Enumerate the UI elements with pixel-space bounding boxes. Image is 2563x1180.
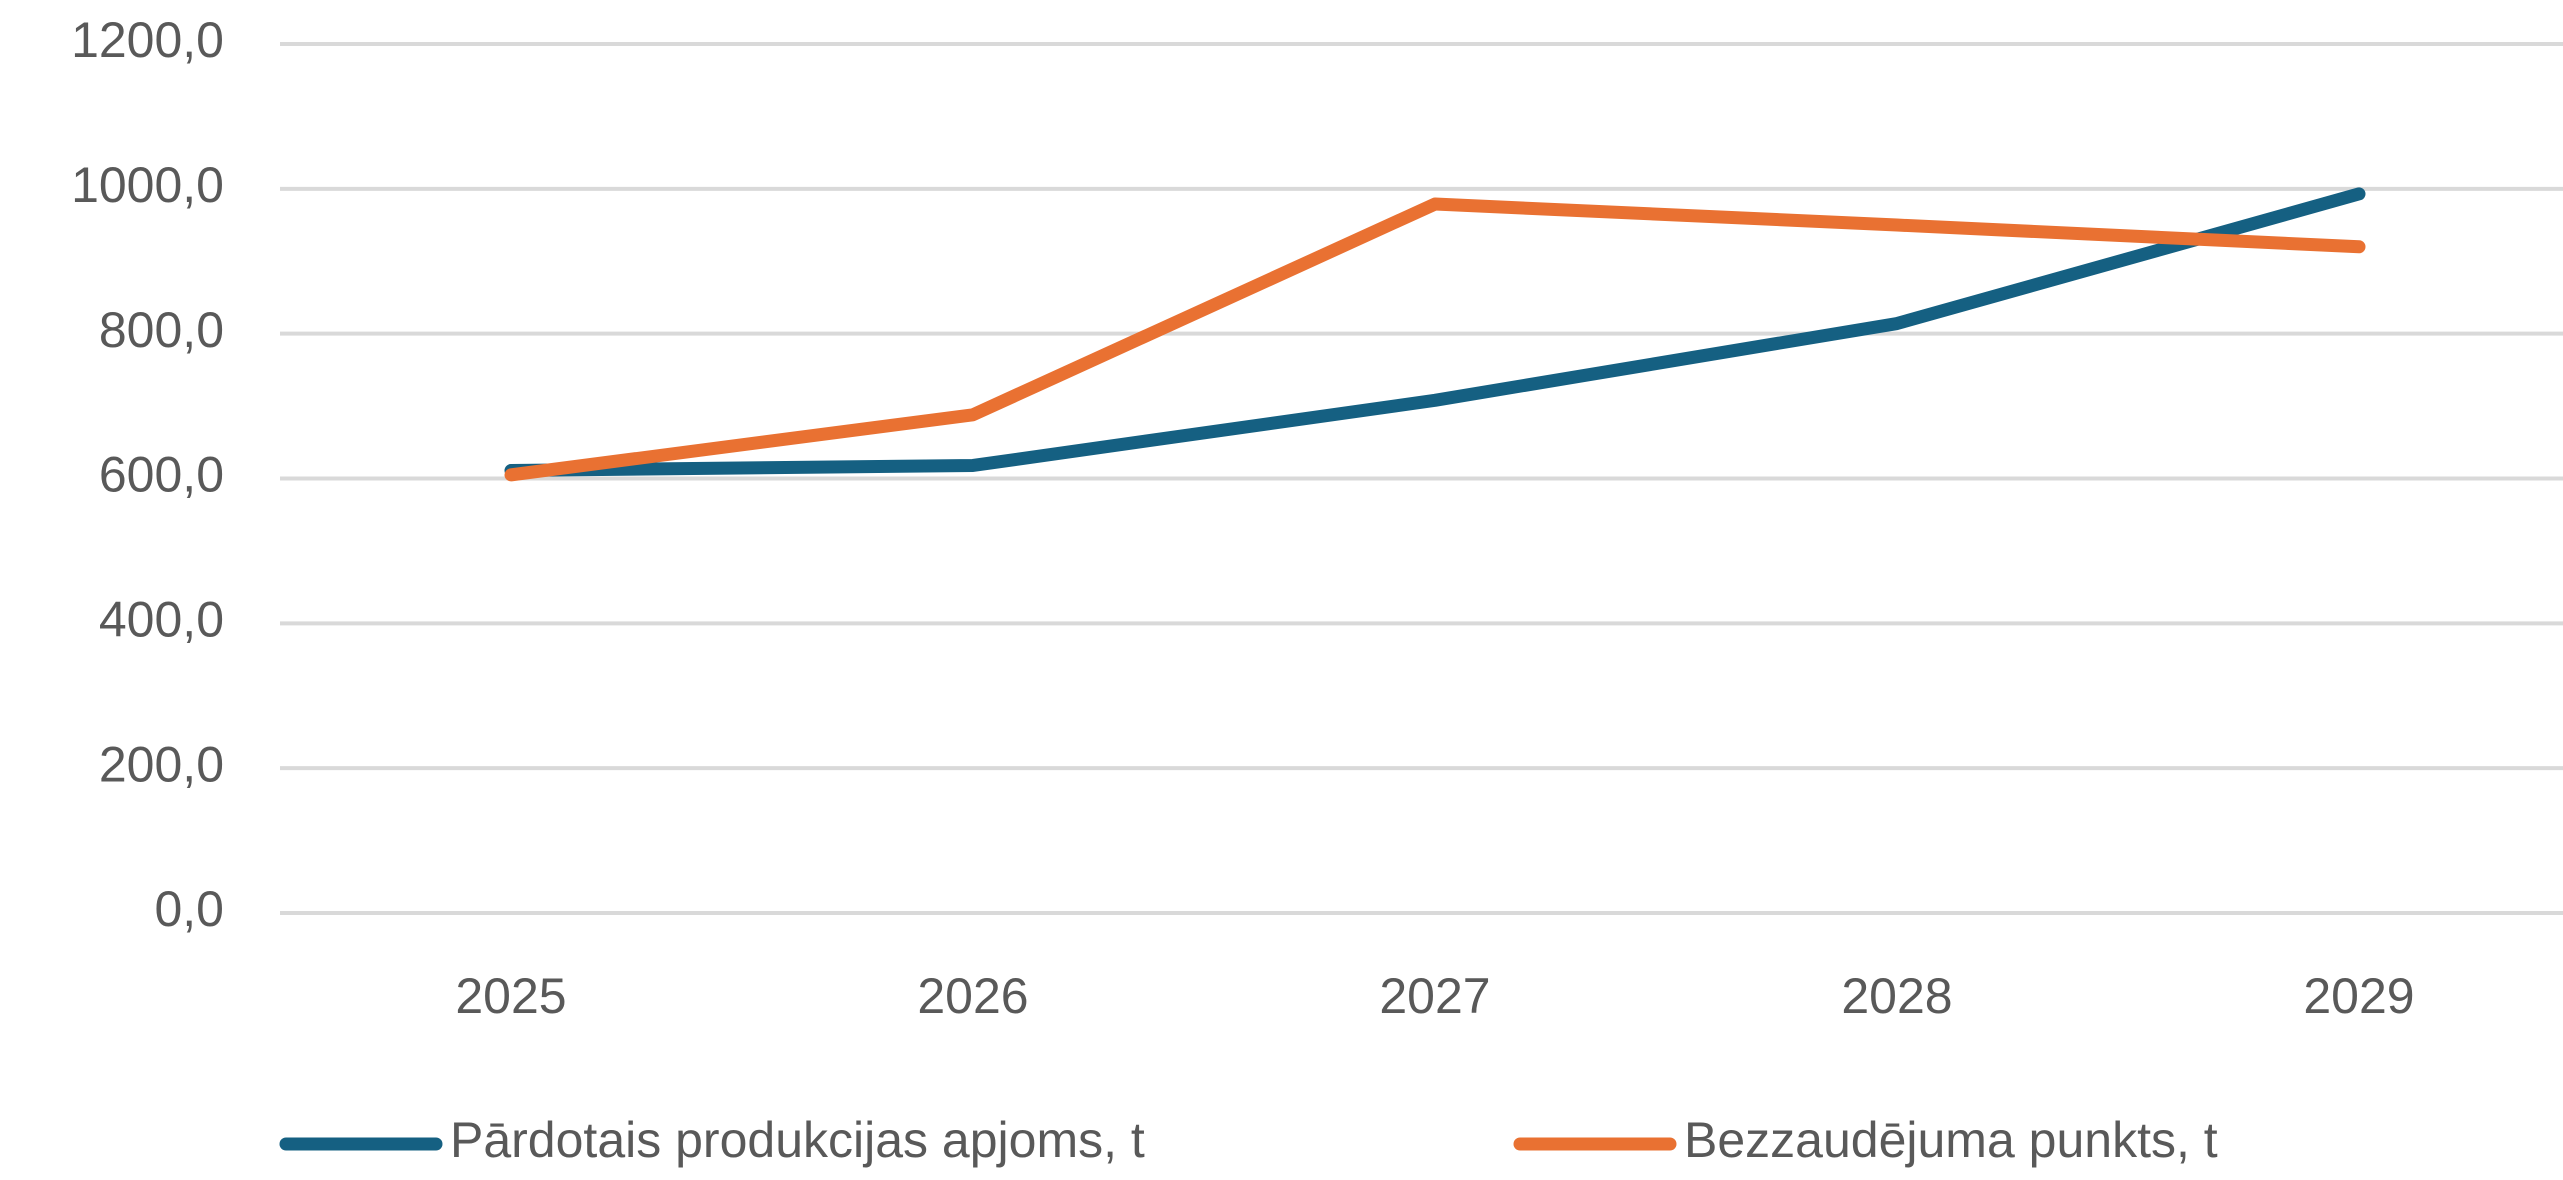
series-line: [504, 187, 2366, 478]
series-line: [504, 197, 2366, 482]
legend-label: Pārdotais produkcijas apjoms, t: [450, 1112, 1145, 1168]
y-tick-label: 200,0: [99, 736, 224, 792]
x-tick-label: 2027: [1379, 968, 1490, 1024]
y-tick-label: 1000,0: [71, 157, 224, 213]
y-tick-label: 400,0: [99, 592, 224, 648]
y-tick-label: 0,0: [154, 881, 224, 937]
x-tick-label: 2029: [2303, 968, 2414, 1024]
x-tick-label: 2025: [455, 968, 566, 1024]
x-tick-label: 2028: [1841, 968, 1952, 1024]
x-tick-label: 2026: [917, 968, 1028, 1024]
y-tick-label: 600,0: [99, 447, 224, 503]
y-tick-label: 800,0: [99, 302, 224, 358]
legend-label: Bezzaudējuma punkts, t: [1684, 1112, 2218, 1168]
y-tick-label: 1200,0: [71, 12, 224, 68]
